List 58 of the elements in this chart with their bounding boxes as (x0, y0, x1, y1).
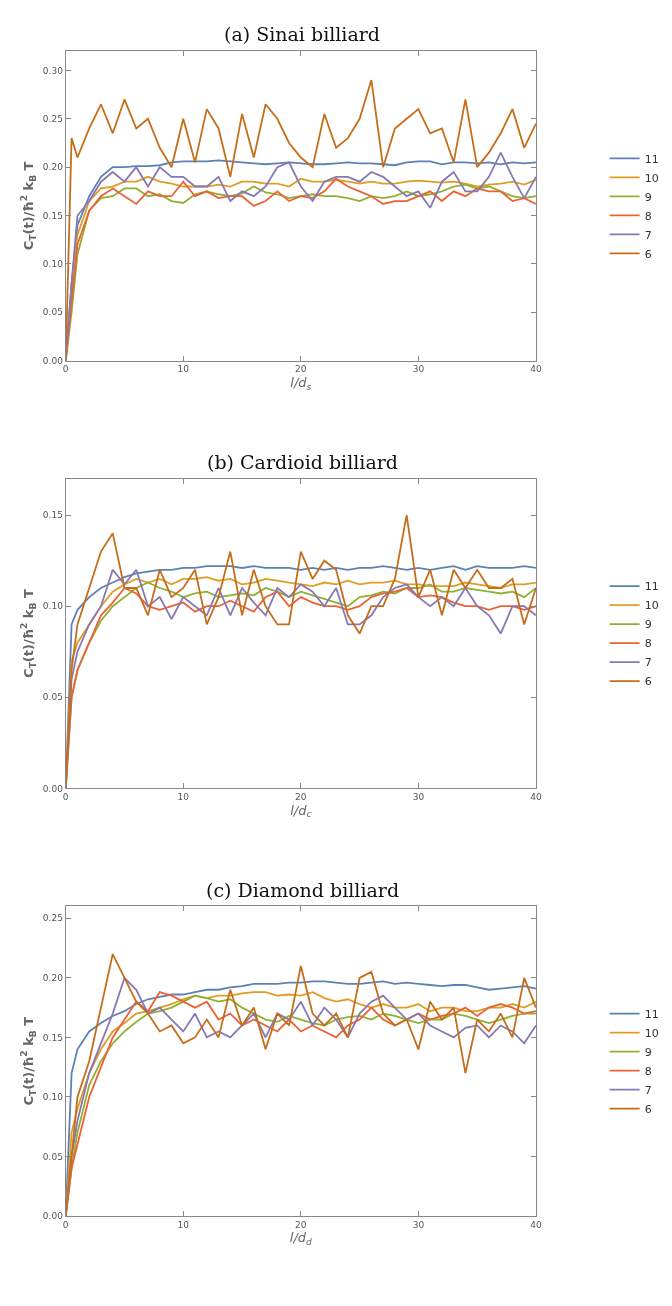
y-tick-label: 0.15 (42, 210, 63, 221)
x-tick-label: 0 (62, 792, 69, 803)
x-tick-label: 30 (412, 792, 425, 803)
x-tick-label: 10 (177, 792, 190, 803)
legend-label: 9 (644, 1045, 652, 1059)
chart-title: (c) Diamond billiard (206, 879, 400, 901)
legend-label: 8 (644, 637, 652, 651)
x-tick-label: 30 (412, 1219, 425, 1230)
legend-label: 8 (644, 209, 652, 223)
y-tick-label: 0.25 (42, 913, 63, 924)
legend-label: 9 (644, 618, 652, 632)
x-tick-label: 40 (530, 1219, 542, 1230)
y-tick-label: 0.00 (42, 1211, 64, 1222)
chart-title: (a) Sinai billiard (224, 23, 381, 45)
y-tick-label: 0.20 (42, 162, 64, 173)
legend-label: 8 (644, 1064, 652, 1078)
x-tick-label: 20 (295, 792, 307, 803)
legend-label: 11 (644, 580, 659, 594)
y-tick-label: 0.30 (42, 65, 64, 76)
y-tick-label: 0.10 (42, 259, 64, 270)
legend-label: 9 (644, 190, 652, 204)
x-tick-label: 20 (295, 364, 307, 375)
x-tick-label: 40 (530, 792, 542, 803)
line-series (65, 79, 536, 361)
legend-label: 7 (644, 228, 652, 242)
x-tick-label: 0 (62, 364, 69, 375)
x-tick-label: 20 (295, 1219, 307, 1230)
legend-label: 10 (644, 171, 659, 185)
y-tick-label: 0.05 (42, 1151, 63, 1162)
x-axis-title: l/d$_{s}$ (290, 375, 312, 392)
y-tick-label: 0.05 (42, 692, 63, 703)
x-tick-label: 40 (530, 364, 542, 375)
y-tick-label: 0.10 (42, 601, 64, 612)
legend-label: 7 (644, 1083, 652, 1097)
x-axis-title: l/d$_{d}$ (289, 1230, 313, 1248)
legend-label: 11 (644, 152, 659, 166)
legend-label: 7 (644, 656, 652, 670)
chart-title: (b) Cardioid billiard (207, 451, 398, 473)
y-tick-label: 0.00 (42, 355, 64, 366)
y-tick-label: 0.15 (42, 1032, 63, 1043)
legend-label: 6 (644, 675, 652, 689)
y-tick-label: 0.10 (42, 1092, 64, 1103)
legend-label: 6 (644, 247, 652, 261)
y-tick-label: 0.00 (42, 783, 64, 794)
x-tick-label: 10 (177, 1219, 190, 1230)
y-tick-label: 0.25 (42, 113, 63, 124)
legend-label: 6 (644, 1102, 652, 1116)
y-tick-label: 0.05 (42, 307, 63, 318)
legend-label: 11 (644, 1007, 659, 1021)
x-tick-label: 10 (177, 364, 190, 375)
x-axis-title: l/d$_{c}$ (290, 802, 312, 820)
line-series (65, 514, 536, 789)
legend-label: 10 (644, 1026, 659, 1040)
y-tick-label: 0.20 (42, 972, 64, 983)
legend-label: 10 (644, 599, 659, 613)
x-tick-label: 30 (412, 364, 425, 375)
x-tick-label: 0 (62, 1219, 69, 1230)
y-tick-label: 0.15 (42, 510, 63, 521)
